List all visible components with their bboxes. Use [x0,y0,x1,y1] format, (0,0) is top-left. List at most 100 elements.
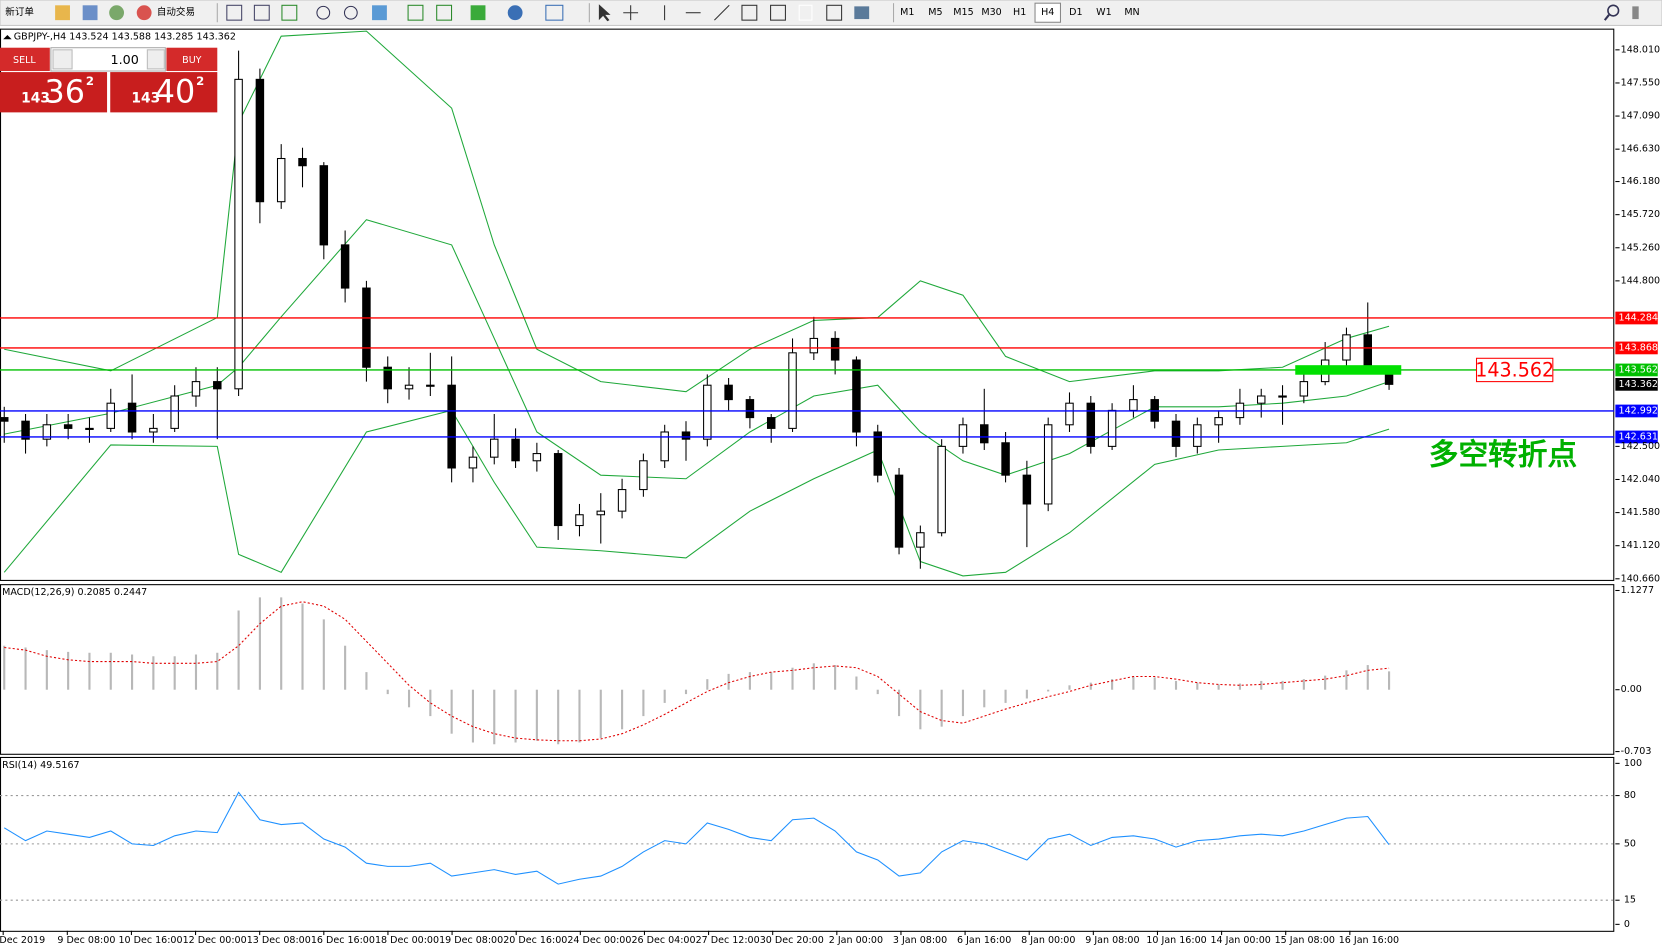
icon[interactable] [854,6,870,20]
candle-body [1129,399,1138,411]
candle-body [191,381,201,397]
candle-body [958,424,968,447]
candle-body [0,417,9,422]
candle-body [63,424,73,429]
sell-button[interactable] [0,47,50,72]
toolbar [0,0,1662,26]
sell-price-main: 36 [45,73,85,110]
candle-body [1086,402,1096,447]
timeframe-button[interactable]: M5 [928,7,942,18]
bollinger-lower [3,409,1390,577]
x-tick-label: Dec 2019 [0,935,45,946]
level-label-box [1615,311,1658,325]
candle-body [85,427,94,430]
icon[interactable] [109,5,125,21]
timeframe-button[interactable]: MN [1124,7,1139,18]
bollinger-middle [4,219,1390,480]
candle-body [894,474,904,548]
y-tick-label: 148.010 [1621,44,1660,55]
icon[interactable] [507,5,523,21]
candle-body [468,456,478,469]
icon[interactable] [770,4,786,21]
macd-pane [0,584,1615,755]
timeframe-button[interactable]: M30 [981,7,1001,18]
icon[interactable] [253,4,270,21]
icon[interactable] [741,4,758,21]
toolbar-items: 新订单 自动交易 M1 M5 M15 M30 H1 H4 D1 W1 MN [5,2,1639,23]
candle-body [106,402,116,429]
candle-body [596,510,606,516]
icon[interactable] [407,4,424,21]
y-tick-label: 146.180 [1621,176,1660,187]
y-tick-label: 141.120 [1621,540,1660,551]
x-tick-label: 19 Dec 08:00 [439,935,503,946]
cursor-icon[interactable] [598,4,611,22]
turning-point-marker [1295,365,1402,375]
rsi-title: RSI(14) 49.5167 [2,760,79,771]
x-tick-label: 18 Dec 00:00 [375,935,439,946]
candle-body [490,438,499,458]
icon[interactable] [470,5,486,21]
candle-body [724,384,733,401]
icon[interactable] [372,5,387,21]
search-icon[interactable] [1607,4,1620,17]
zoom-out[interactable] [343,5,358,20]
volume-spinner[interactable] [146,49,165,70]
buy-price-main: 40 [155,73,195,110]
icon[interactable] [436,4,453,21]
macd-signal [4,601,1390,742]
icon[interactable] [226,4,243,21]
sell-price-pip: 2 [86,74,94,88]
x-tick-label: 27 Dec 12:00 [696,935,760,946]
macd-title: MACD(12,26,9) 0.2085 0.2447 [2,587,147,598]
icon[interactable] [55,5,70,21]
level-label: 144.284 [1619,312,1658,323]
candle-body [298,157,307,167]
candle-body [511,438,520,462]
icon[interactable] [798,4,813,21]
icon[interactable] [1632,6,1639,20]
buy-price-box[interactable] [110,72,218,113]
level-label-box [1615,341,1658,355]
candle-body [170,395,179,429]
volume-input[interactable] [50,47,166,72]
candle-body [809,337,819,354]
auto-trading-icon[interactable] [136,5,152,21]
trendline-icon[interactable] [714,4,730,21]
new-order-button[interactable]: 新订单 [5,6,34,18]
volume-spinner[interactable] [52,49,73,70]
sell-price-box[interactable] [0,72,108,113]
timeframe-button[interactable]: W1 [1096,7,1111,18]
candle-body [830,337,840,361]
timeframe-button[interactable]: H4 [1041,7,1054,18]
y-tick-label: 145.720 [1621,209,1660,220]
timeframe-button[interactable]: M1 [900,7,914,18]
timeframe-button[interactable]: M15 [953,7,973,18]
icon[interactable] [826,4,843,21]
icon[interactable] [82,5,98,21]
auto-trading-button[interactable]: 自动交易 [157,6,195,18]
zoom-in[interactable] [316,5,331,20]
candle-body [703,384,712,440]
macd-tick-label: -0.703 [1621,746,1652,757]
x-tick-label: 10 Jan 16:00 [1146,935,1206,946]
candle-body [1193,424,1202,447]
crosshair-icon[interactable] [623,5,639,21]
timeframe-button[interactable]: D1 [1069,7,1082,18]
buy-button[interactable] [166,47,218,72]
candle-body [617,489,627,512]
collapse-arrow[interactable] [3,34,12,40]
candle-body [1278,395,1287,398]
icon[interactable] [545,4,564,21]
candle-body [660,431,669,462]
timeframe-button[interactable]: H1 [1013,7,1026,18]
y-tick-label: 142.040 [1621,474,1660,485]
trade-panel: SELL 1.00 BUY 143 36 2 143 40 2 [0,47,218,113]
annotation-note: 多空转折点 [1429,436,1577,471]
candle-body [1171,420,1181,447]
candle-body [127,402,137,433]
icon[interactable] [281,4,298,21]
candle-body [916,532,925,548]
candle-body [276,157,286,203]
